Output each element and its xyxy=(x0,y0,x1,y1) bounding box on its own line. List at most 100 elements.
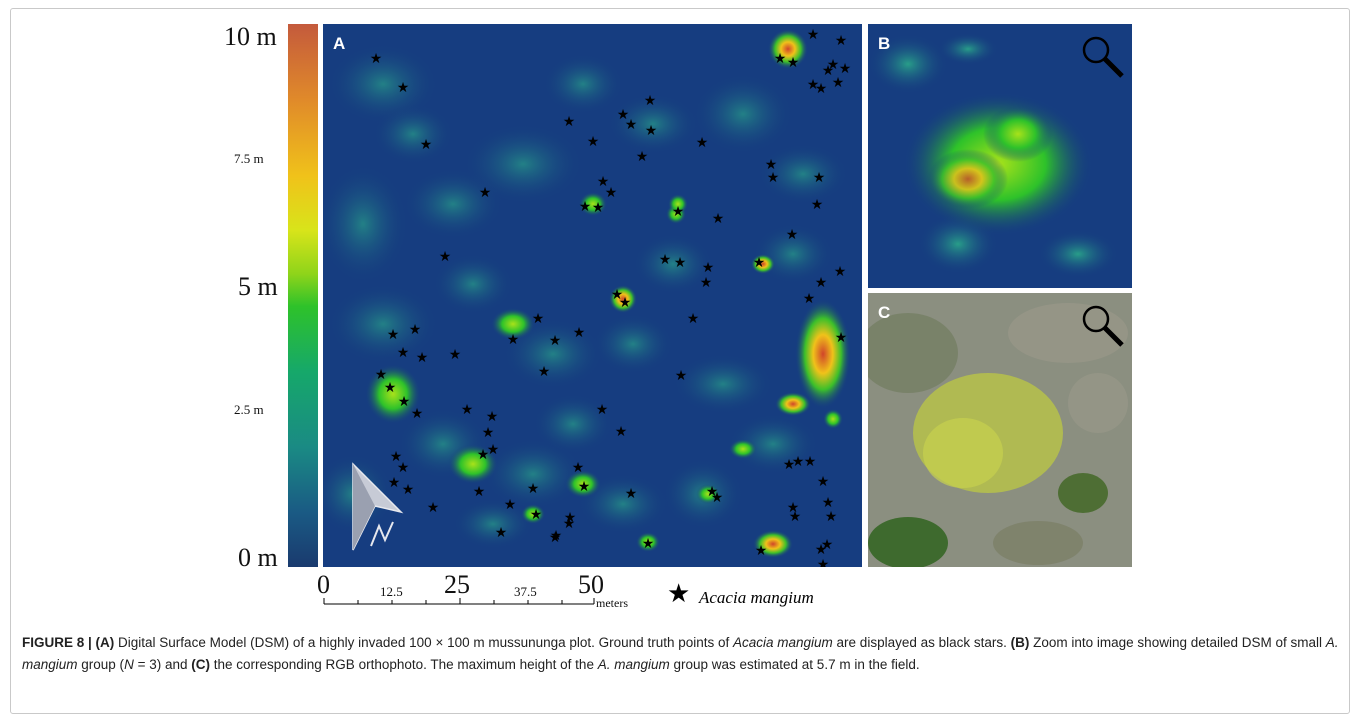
acacia-star-icon: ★ xyxy=(641,535,655,551)
acacia-star-icon: ★ xyxy=(754,542,768,558)
magnifier-icon xyxy=(1082,36,1124,78)
acacia-star-icon: ★ xyxy=(644,122,658,138)
colorbar-label-7-5: 7.5 m xyxy=(234,151,264,166)
acacia-star-icon: ★ xyxy=(673,254,687,270)
acacia-star-icon: ★ xyxy=(610,286,624,302)
caption-text-7: group was estimated at 5.7 m in the fiel… xyxy=(669,657,920,672)
colorbar-label-2-5: 2.5 m xyxy=(234,402,264,417)
acacia-star-icon: ★ xyxy=(562,113,576,129)
acacia-star-icon: ★ xyxy=(529,506,543,522)
acacia-star-icon: ★ xyxy=(386,326,400,342)
acacia-star-icon: ★ xyxy=(438,248,452,264)
acacia-star-icon: ★ xyxy=(803,453,817,469)
colorbar-label-0: 0 m xyxy=(238,543,278,572)
zoom-dsm-image xyxy=(868,33,1118,278)
acacia-star-icon: ★ xyxy=(752,254,766,270)
acacia-star-icon: ★ xyxy=(810,196,824,212)
acacia-star-icon: ★ xyxy=(766,169,780,185)
scale-bar-ticks xyxy=(323,598,595,605)
acacia-star-icon: ★ xyxy=(710,489,724,505)
scale-unit: meters xyxy=(596,596,628,610)
acacia-star-icon: ★ xyxy=(834,32,848,48)
acacia-star-icon: ★ xyxy=(526,480,540,496)
acacia-star-icon: ★ xyxy=(460,401,474,417)
panel-c-rgb-orthophoto: C xyxy=(868,293,1132,567)
legend-star-icon: ★ xyxy=(667,578,691,608)
acacia-star-icon: ★ xyxy=(548,529,562,545)
acacia-star-icon: ★ xyxy=(548,332,562,348)
acacia-star-icon: ★ xyxy=(481,424,495,440)
acacia-star-icon: ★ xyxy=(814,274,828,290)
scale-label-25: 25 xyxy=(444,570,470,599)
acacia-star-icon: ★ xyxy=(591,199,605,215)
orthophoto-image xyxy=(868,293,1132,567)
acacia-star-icon: ★ xyxy=(486,441,500,457)
acacia-star-icon: ★ xyxy=(389,448,403,464)
caption-species-short-2: A. mangium xyxy=(597,657,670,672)
acacia-star-icon: ★ xyxy=(396,344,410,360)
caption-text-4: group ( xyxy=(77,657,125,672)
acacia-star-icon: ★ xyxy=(773,50,787,66)
acacia-star-icon: ★ xyxy=(595,401,609,417)
legend-label: Acacia mangium xyxy=(699,588,814,607)
scale-label-50: 50 xyxy=(578,570,604,599)
colorbar-label-5: 5 m xyxy=(238,272,278,301)
acacia-star-icon: ★ xyxy=(624,485,638,501)
panel-b-zoom-dsm: B xyxy=(868,24,1132,288)
acacia-star-icon: ★ xyxy=(614,423,628,439)
acacia-star-icon: ★ xyxy=(821,494,835,510)
acacia-star-icon: ★ xyxy=(396,459,410,475)
caption-text-5: = 3) and xyxy=(133,657,192,672)
acacia-star-icon: ★ xyxy=(833,263,847,279)
acacia-star-icon: ★ xyxy=(671,203,685,219)
acacia-star-icon: ★ xyxy=(578,198,592,214)
acacia-star-icon: ★ xyxy=(448,346,462,362)
acacia-star-icon: ★ xyxy=(782,456,796,472)
magnifier-icon xyxy=(1082,305,1124,347)
acacia-star-icon: ★ xyxy=(472,483,486,499)
acacia-star-icon: ★ xyxy=(596,173,610,189)
acacia-star-icon: ★ xyxy=(802,290,816,306)
acacia-star-icon: ★ xyxy=(419,136,433,152)
figure-caption: FIGURE 8 | (A) Digital Surface Model (DS… xyxy=(22,632,1342,676)
acacia-star-icon: ★ xyxy=(401,481,415,497)
acacia-star-icon: ★ xyxy=(791,453,805,469)
caption-prefix: FIGURE 8 | (A) xyxy=(22,635,115,650)
acacia-star-icon: ★ xyxy=(686,310,700,326)
caption-species: Acacia mangium xyxy=(733,635,833,650)
acacia-star-icon: ★ xyxy=(812,169,826,185)
caption-species-short: A. mangium xyxy=(22,635,1339,672)
caption-text-1: Digital Surface Model (DSM) of a highly … xyxy=(114,635,733,650)
low-vegetation xyxy=(323,44,848,549)
acacia-star-icon: ★ xyxy=(711,210,725,226)
acacia-star-icon: ★ xyxy=(549,527,563,543)
acacia-star-icon: ★ xyxy=(562,515,576,531)
acacia-star-icon: ★ xyxy=(831,74,845,90)
acacia-star-icon: ★ xyxy=(408,321,422,337)
acacia-star-icon: ★ xyxy=(577,478,591,494)
acacia-star-icon: ★ xyxy=(814,80,828,96)
acacia-star-icon: ★ xyxy=(396,79,410,95)
scale-label-37-5: 37.5 xyxy=(514,584,537,599)
caption-text-6: the corresponding RGB orthophoto. The ma… xyxy=(209,657,598,672)
acacia-star-icon: ★ xyxy=(814,541,828,557)
acacia-star-icon: ★ xyxy=(397,393,411,409)
panel-b-label: B xyxy=(878,34,891,53)
acacia-star-icon: ★ xyxy=(506,331,520,347)
scale-bar: 0 12.5 25 37.5 50 meters xyxy=(317,570,628,614)
acacia-star-icon: ★ xyxy=(695,134,709,150)
acacia-star-icon: ★ xyxy=(369,50,383,66)
acacia-star-icon: ★ xyxy=(643,92,657,108)
acacia-star-icon: ★ xyxy=(604,184,618,200)
acacia-star-icon: ★ xyxy=(764,156,778,172)
height-colorbar xyxy=(288,24,318,567)
acacia-star-icon: ★ xyxy=(658,251,672,267)
acacia-star-icon: ★ xyxy=(824,508,838,524)
acacia-star-icon: ★ xyxy=(788,508,802,524)
acacia-star-icon: ★ xyxy=(586,133,600,149)
acacia-star-icon: ★ xyxy=(563,509,577,525)
acacia-star-icon: ★ xyxy=(616,106,630,122)
acacia-star-icon: ★ xyxy=(494,524,508,540)
acacia-star-icon: ★ xyxy=(701,259,715,275)
dsm-map xyxy=(323,29,851,558)
